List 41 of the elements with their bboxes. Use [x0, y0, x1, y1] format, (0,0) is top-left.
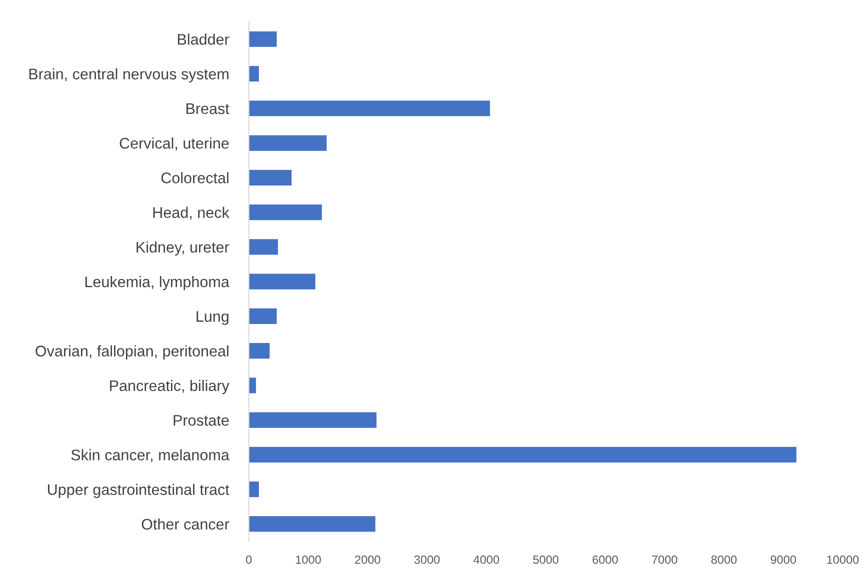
bar — [248, 31, 277, 47]
y-tick-label: Other cancer — [142, 518, 230, 530]
x-tick-label: 8000 — [711, 555, 737, 564]
x-tick-label: 3000 — [414, 555, 440, 564]
bar — [248, 239, 278, 255]
y-tick-label: Upper gastrointestinal tract — [48, 484, 230, 498]
x-tick-label: 7000 — [652, 555, 678, 564]
bar — [248, 100, 490, 116]
bar — [248, 516, 376, 532]
y-tick-label: Colorectal — [161, 172, 228, 184]
y-tick-label: Pancreatic, biliary — [110, 380, 230, 394]
y-tick-label: Lung — [196, 311, 228, 325]
bar — [248, 274, 316, 290]
bar — [248, 170, 292, 186]
y-tick-label: Prostate — [174, 415, 229, 426]
y-tick-label: Cervical, uterine — [120, 137, 229, 151]
x-tick-label: 2000 — [355, 555, 380, 564]
x-tick-label: 0 — [246, 555, 252, 564]
x-tick-label: 6000 — [592, 555, 618, 564]
bar — [248, 482, 259, 498]
bar — [248, 446, 796, 462]
bar — [248, 204, 322, 220]
y-tick-label: Ovarian, fallopian, peritoneal — [36, 345, 228, 360]
bar — [248, 378, 256, 394]
x-tick-label: 4000 — [474, 555, 500, 564]
x-tick-label: 10000 — [827, 555, 859, 564]
bar — [248, 66, 259, 82]
bar — [248, 135, 327, 151]
y-tick-label: Bladder — [178, 34, 230, 45]
bar — [248, 412, 377, 428]
y-tick-label: Breast — [186, 103, 230, 114]
y-tick-label: Kidney, ureter — [136, 241, 230, 256]
x-tick-label: 1000 — [296, 555, 321, 564]
x-tick-label: 5000 — [533, 555, 558, 564]
x-tick-label: 9000 — [770, 555, 796, 564]
y-tick-label: Leukemia, lymphoma — [85, 276, 230, 290]
y-tick-label: Skin cancer, melanoma — [71, 449, 230, 462]
bar — [248, 343, 270, 359]
bar — [248, 308, 277, 324]
y-tick-label: Head, neck — [153, 206, 230, 220]
y-tick-label: Brain, central nervous system — [29, 68, 228, 82]
